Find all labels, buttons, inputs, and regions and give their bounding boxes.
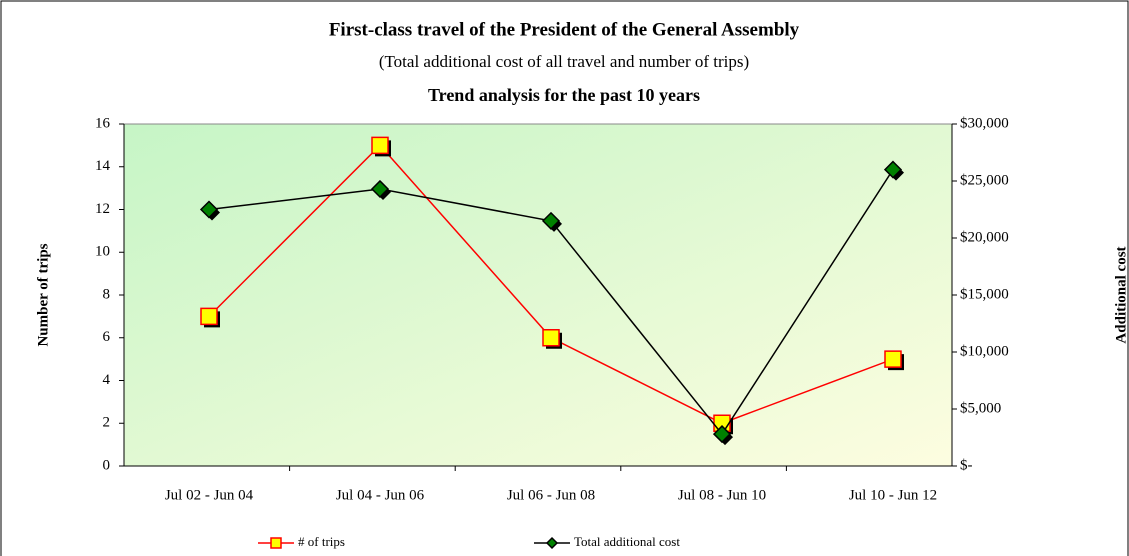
point (542, 329, 560, 347)
legend-label: # of trips (298, 534, 345, 549)
y2-tick-label: $- (960, 457, 973, 473)
legend-label: Total additional cost (574, 534, 680, 549)
chart-title: First-class travel of the President of t… (329, 19, 800, 40)
point (371, 136, 389, 155)
y2-axis-title: Additional cost (1113, 246, 1129, 343)
y-tick-label: 12 (95, 201, 110, 217)
y2-tick-label: $20,000 (960, 229, 1009, 245)
point (712, 425, 732, 444)
plot-area (123, 123, 953, 467)
y2-tick-label: $15,000 (960, 286, 1009, 302)
y-tick-label: 10 (95, 244, 110, 260)
chart-subtitle: (Total additional cost of all travel and… (379, 52, 749, 71)
legend-marker (270, 537, 282, 549)
point (883, 160, 903, 179)
y-tick-label: 14 (95, 158, 111, 174)
y-tick-label: 0 (103, 457, 111, 473)
x-tick-label: Jul 04 - Jun 06 (336, 487, 425, 503)
y2-tick-label: $30,000 (960, 115, 1009, 131)
x-tick-label: Jul 06 - Jun 08 (507, 487, 595, 503)
y-tick-label: 6 (103, 329, 111, 345)
point (541, 211, 561, 230)
legend-marker (545, 536, 559, 550)
x-tick-label: Jul 08 - Jun 10 (678, 487, 766, 503)
point (199, 200, 219, 219)
y-tick-label: 8 (103, 286, 111, 302)
y-tick-label: 4 (103, 372, 111, 388)
y2-tick-label: $5,000 (960, 400, 1001, 416)
point (884, 350, 902, 368)
y2-tick-label: $10,000 (960, 343, 1009, 359)
x-tick-label: Jul 10 - Jun 12 (849, 487, 937, 503)
x-tick-label: Jul 02 - Jun 04 (165, 487, 254, 503)
y-axis-title: Number of trips (35, 243, 51, 346)
point (370, 179, 390, 199)
y2-tick-label: $25,000 (960, 172, 1009, 188)
y-tick-label: 2 (103, 415, 111, 431)
chart-subtitle: Trend analysis for the past 10 years (428, 85, 700, 105)
y-tick-label: 16 (95, 115, 111, 131)
point (200, 307, 218, 326)
